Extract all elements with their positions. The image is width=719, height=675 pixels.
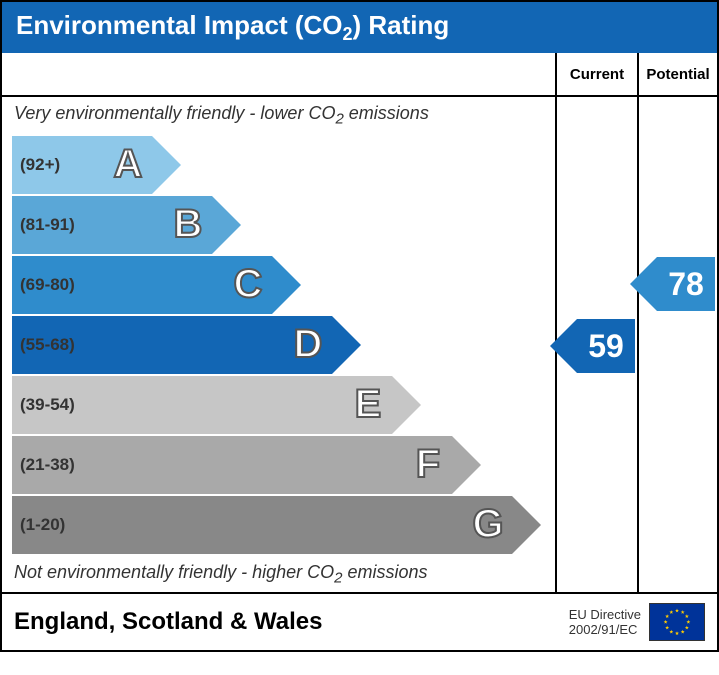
band-letter-g: G — [458, 496, 518, 554]
potential-marker: 78 — [657, 257, 715, 311]
band-bar-g: (1-20) — [12, 496, 512, 554]
eu-flag-icon — [649, 603, 705, 641]
band-row-e: (39-54)E — [12, 376, 545, 434]
band-letter-c: C — [218, 256, 278, 314]
footer-region: England, Scotland & Wales — [14, 608, 322, 636]
directive-line2: 2002/91/EC — [569, 622, 641, 637]
footer-directive: EU Directive 2002/91/EC — [569, 607, 641, 637]
value-columns: Current Potential 59 78 — [557, 53, 717, 592]
eu-flag-svg — [650, 604, 704, 640]
band-row-f: (21-38)F — [12, 436, 545, 494]
band-letter-b: B — [158, 196, 218, 254]
band-row-a: (92+)A — [12, 136, 545, 194]
potential-column: 78 — [637, 97, 717, 592]
col-header-potential: Potential — [637, 53, 717, 97]
caption-top: Very environmentally friendly - lower CO… — [2, 97, 555, 134]
col-header-current: Current — [557, 53, 637, 97]
current-column: 59 — [557, 97, 637, 592]
left-header-spacer — [2, 53, 555, 97]
footer-right: EU Directive 2002/91/EC — [569, 603, 705, 641]
band-row-d: (55-68)D — [12, 316, 545, 374]
band-letter-f: F — [398, 436, 458, 494]
band-row-c: (69-80)C — [12, 256, 545, 314]
bands-column: Very environmentally friendly - lower CO… — [2, 53, 557, 592]
band-row-g: (1-20)G — [12, 496, 545, 554]
band-letter-a: A — [98, 136, 158, 194]
title-bar: Environmental Impact (CO2) Rating — [0, 0, 719, 53]
current-marker-arrow — [550, 319, 577, 373]
directive-line1: EU Directive — [569, 607, 641, 622]
chart-main: Very environmentally friendly - lower CO… — [0, 53, 719, 594]
potential-marker-arrow — [630, 257, 657, 311]
band-bar-f: (21-38) — [12, 436, 452, 494]
bands-container: (92+)A(81-91)B(69-80)C(55-68)D(39-54)E(2… — [2, 136, 555, 554]
title-text: Environmental Impact (CO2) Rating — [16, 10, 449, 40]
band-letter-e: E — [338, 376, 398, 434]
footer: England, Scotland & Wales EU Directive 2… — [0, 594, 719, 652]
band-letter-d: D — [278, 316, 338, 374]
band-bar-e: (39-54) — [12, 376, 392, 434]
caption-bottom: Not environmentally friendly - higher CO… — [2, 556, 555, 593]
value-grid: 59 78 — [557, 97, 717, 592]
band-row-b: (81-91)B — [12, 196, 545, 254]
current-marker: 59 — [577, 319, 635, 373]
column-header-row: Current Potential — [557, 53, 717, 97]
